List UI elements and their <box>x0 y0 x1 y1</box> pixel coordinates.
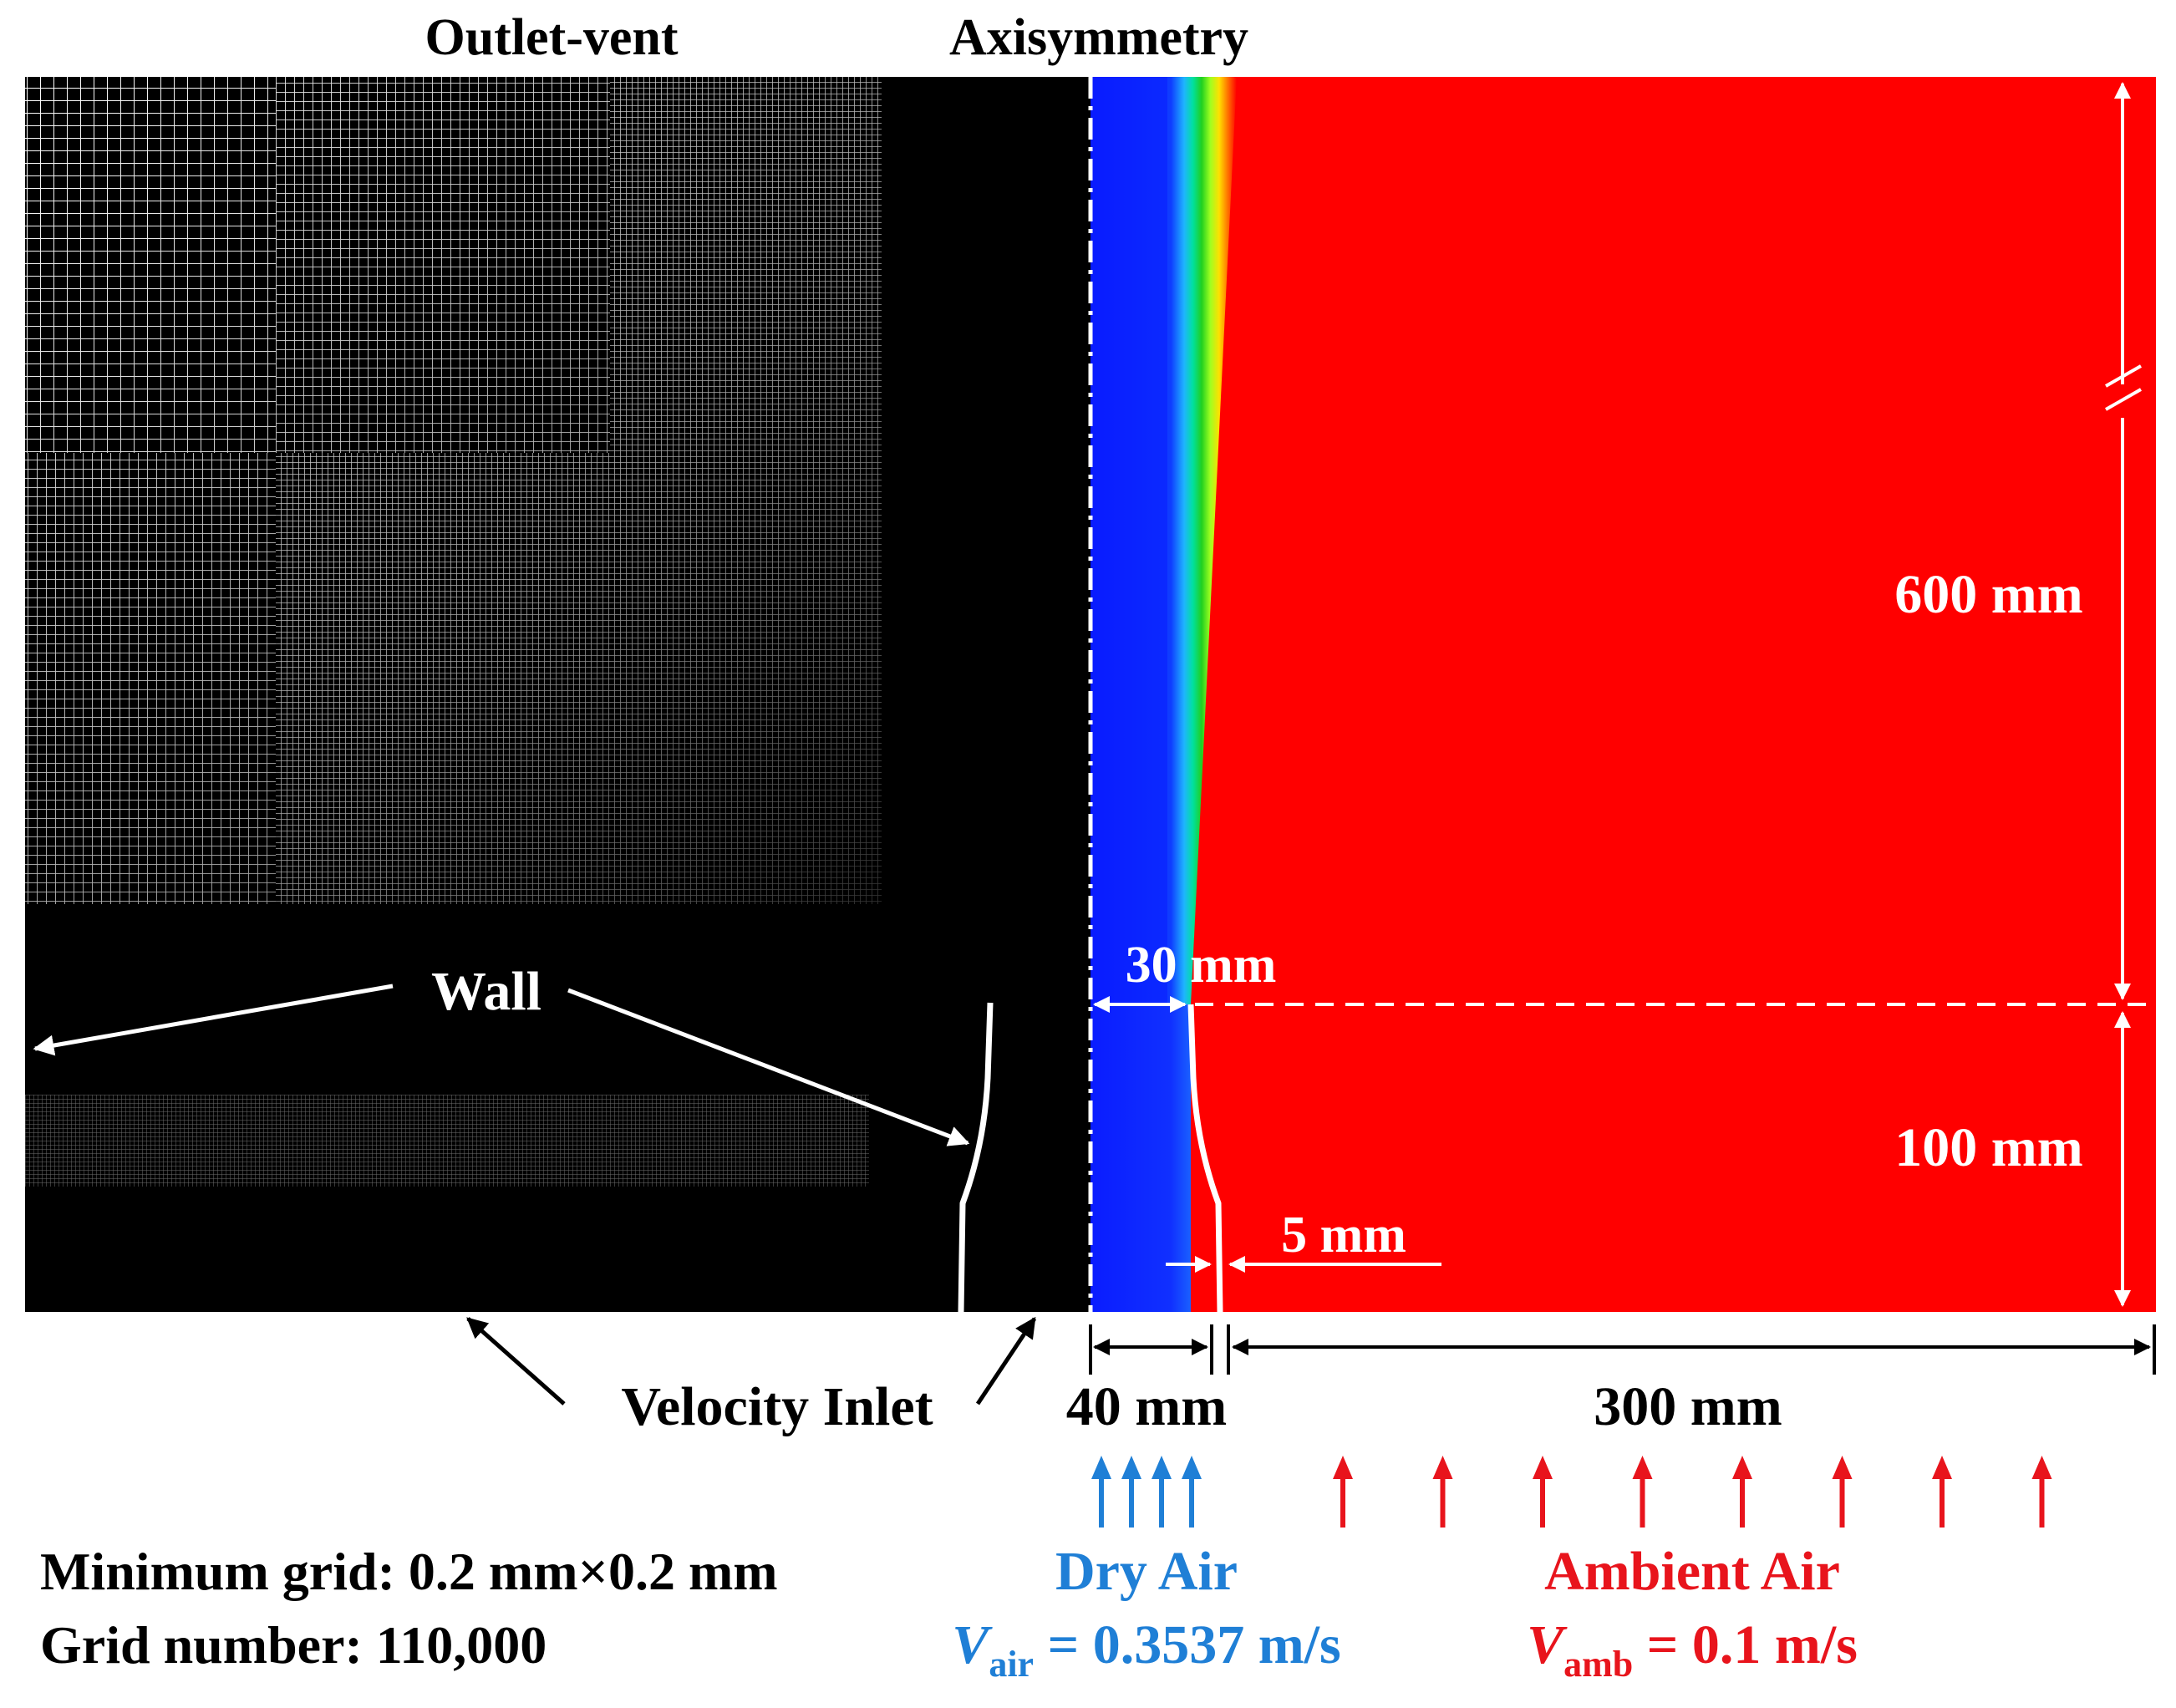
dry-air-inflow-arrows <box>1091 1456 1202 1528</box>
vertical-dimension-600 <box>2105 82 2142 1000</box>
dim-30-label: 30 mm <box>1126 937 1277 994</box>
ambient-air-arrow <box>1632 1456 1653 1528</box>
v-air-subscript: air <box>989 1644 1034 1685</box>
velocity-inlet-label: Velocity Inlet <box>621 1376 933 1437</box>
ambient-air-arrow <box>1832 1456 1853 1528</box>
wall-arrow-right <box>567 988 970 1146</box>
ambient-air-inflow-arrows <box>1333 1456 2052 1528</box>
dim-40-label: 40 mm <box>1066 1376 1227 1437</box>
v-amb-subscript: amb <box>1563 1644 1633 1685</box>
wall-arrow-left <box>33 984 394 1056</box>
dry-air-arrow <box>1091 1456 1111 1528</box>
ambient-air-arrow <box>1333 1456 1353 1528</box>
wall-label: Wall <box>431 961 541 1022</box>
dry-air-arrow <box>1121 1456 1141 1528</box>
mesh-panel <box>25 77 1091 1312</box>
ambient-air-arrow <box>1533 1456 1553 1528</box>
dry-air-velocity: Vair = 0.3537 m/s <box>952 1614 1340 1685</box>
dry-air-core <box>1091 1004 1191 1312</box>
ambient-air-arrow <box>1932 1456 1952 1528</box>
v-air-value: = 0.3537 m/s <box>1034 1614 1341 1675</box>
dim-5-label: 5 mm <box>1281 1207 1406 1263</box>
min-grid-text: Minimum grid: 0.2 mm×0.2 mm <box>40 1542 778 1601</box>
ambient-air-velocity: Vamb = 0.1 m/s <box>1527 1614 1858 1685</box>
v-amb-symbol: V <box>1527 1614 1568 1675</box>
ambient-air-arrow <box>1432 1456 1453 1528</box>
ambient-air-label: Ambient Air <box>1544 1541 1840 1602</box>
nozzle-wall-left <box>958 1002 994 1313</box>
dim-100-label: 100 mm <box>1894 1117 2082 1178</box>
axisymmetry-label: Axisymmetry <box>949 9 1248 66</box>
dry-air-arrow <box>1152 1456 1172 1528</box>
dry-air-arrow <box>1182 1456 1202 1528</box>
outlet-vent-label: Outlet-vent <box>425 9 678 66</box>
grid-number-text: Grid number: 110,000 <box>40 1615 547 1675</box>
ambient-air-arrow <box>1732 1456 1752 1528</box>
dimension-300 <box>1227 1324 2156 1375</box>
dim-300-label: 300 mm <box>1594 1376 1782 1437</box>
contour-panel <box>1091 77 2156 1312</box>
inlet-arrow-right <box>975 1316 1037 1406</box>
dimension-40 <box>1089 1324 1213 1375</box>
v-air-symbol: V <box>952 1614 993 1675</box>
v-amb-value: = 0.1 m/s <box>1633 1614 1858 1675</box>
nozzle-wall-right <box>1187 1004 1223 1313</box>
inlet-arrow-left <box>466 1317 566 1406</box>
dry-air-label: Dry Air <box>1055 1541 1238 1602</box>
ambient-air-arrow <box>2031 1456 2052 1528</box>
dim-600-label: 600 mm <box>1894 564 2082 625</box>
